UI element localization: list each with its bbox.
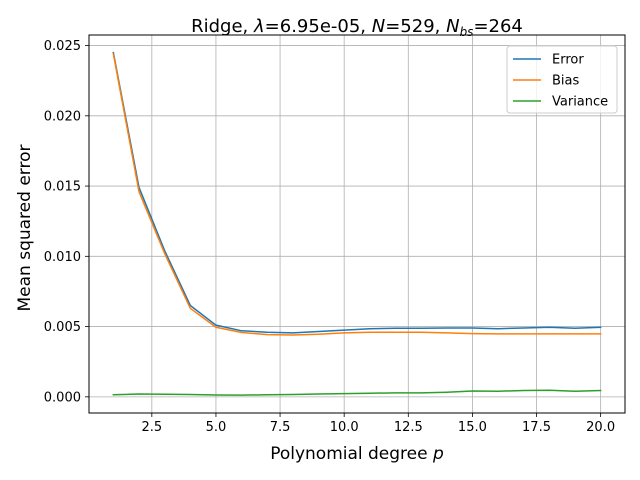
legend: Error Bias Variance [506, 45, 618, 114]
series-lines [112, 51, 602, 396]
plot-frame [88, 34, 626, 414]
legend-box [506, 45, 618, 114]
legend-label-bias: Bias [552, 74, 579, 89]
y-tick-label: 0.010 [44, 250, 81, 265]
x-tick-label: 20.0 [586, 420, 615, 435]
x-tick-label: 15.0 [458, 420, 487, 435]
legend-label-variance: Variance [552, 95, 608, 110]
y-tick-label: 0.025 [44, 39, 81, 54]
series-line-bias [112, 53, 602, 336]
series-line-error [112, 51, 602, 334]
x-tick-label: 12.5 [394, 420, 423, 435]
x-tick-label: 7.5 [270, 420, 291, 435]
x-tick-label: 5.0 [206, 420, 227, 435]
x-tick-label: 2.5 [141, 420, 162, 435]
legend-label-error: Error [552, 53, 584, 68]
ticks: 2.5 5.0 7.5 10.0 12.5 15.0 17.5 20.0 0.000 0.005 0… [44, 39, 615, 435]
series-line-variance [112, 389, 602, 396]
y-tick-label: 0.015 [44, 180, 81, 195]
chart-title: Ridge, λ=6.95e-05, N=529, Nbs=264 [191, 16, 523, 39]
x-axis-label: Polynomial degree p [270, 444, 444, 464]
y-tick-label: 0.005 [44, 320, 81, 335]
y-tick-label: 0.000 [44, 390, 81, 405]
y-axis-label: Mean squared error [15, 145, 35, 312]
y-tick-label: 0.020 [44, 109, 81, 124]
x-tick-label: 10.0 [330, 420, 359, 435]
x-tick-label: 17.5 [522, 420, 551, 435]
